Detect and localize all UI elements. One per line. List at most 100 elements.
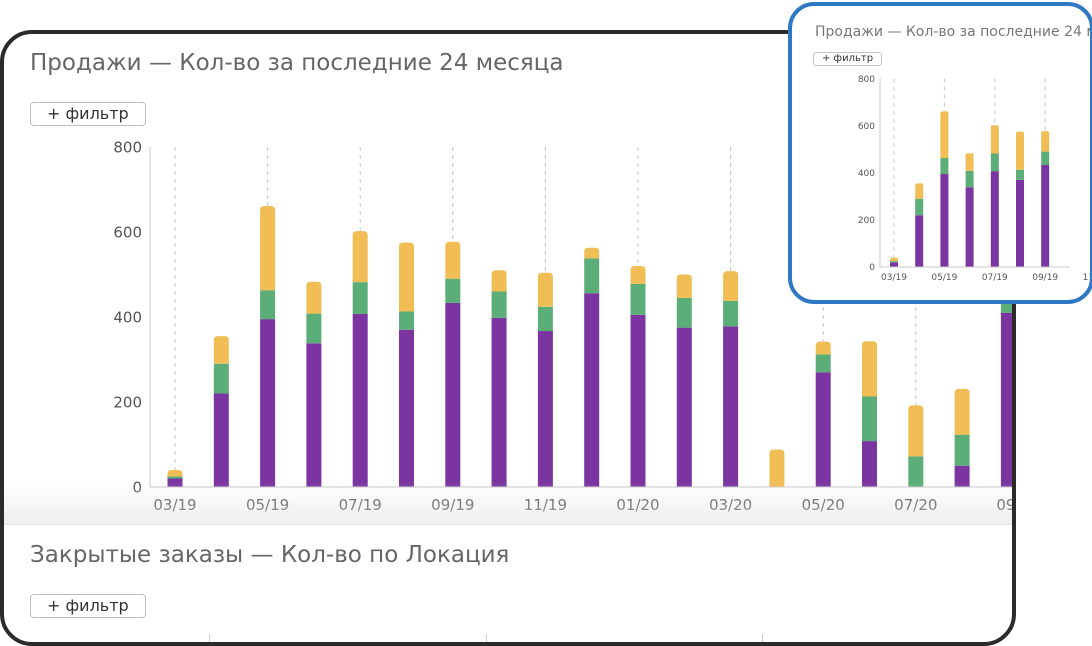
bar-segment-series-a [491,317,507,487]
inset-preview-card: Продажи — Кол-во за последние 24 ме + фи… [788,2,1092,304]
y-tick-label: 400 [113,308,142,326]
sales-filter-button[interactable]: + фильтр [30,102,146,126]
x-tick-label: 11/19 [1083,273,1090,283]
bar-segment-series-b [306,313,322,344]
inset-title: Продажи — Кол-во за последние 24 ме [815,24,1092,40]
x-tick-label: 09/19 [1032,273,1058,283]
x-tick-label: 07/19 [339,496,382,514]
bar-segment-series-a [915,215,924,267]
inset-bar-chart: 020040060080003/1905/1907/1909/1911/1901… [858,75,1090,283]
sales-panel-title: Продажи — Кол-во за последние 24 месяца [30,50,564,76]
y-tick-label: 800 [858,75,875,85]
bar-segment-series-b [537,306,553,332]
bar-segment-series-c [954,388,970,435]
bar-segment-series-c [584,247,600,259]
bar-segment-series-b [167,476,183,479]
bar-segment-series-c [990,125,999,154]
bar-segment-series-b [965,170,974,188]
bar-segment-series-a [940,173,949,267]
bar-segment-series-b [890,261,898,263]
bar-segment-series-a [352,314,368,487]
bar-segment-series-a [630,314,646,487]
bar-segment-series-b [915,198,924,216]
bar-segment-series-b [584,258,600,294]
orders-filter-button[interactable]: + фильтр [30,594,146,618]
bar-segment-series-c [769,449,785,487]
bar-segment-series-b [213,363,229,394]
y-tick-label: 0 [132,478,142,496]
bar-segment-series-b [990,153,999,172]
bar-segment-series-a [815,372,831,487]
bar-segment-series-b [630,283,646,315]
bar-segment-series-a [990,171,999,267]
bar-segment-series-c [352,231,368,283]
orders-chart-tick [209,634,210,642]
x-tick-label: 03/19 [153,496,196,514]
x-tick-label: 09/ [996,496,1012,514]
bar-segment-series-a [1000,312,1012,487]
bar-segment-series-b [491,291,507,318]
bar-segment-series-b [940,157,949,174]
bar-segment-series-c [167,470,183,477]
bar-segment-series-b [954,434,970,466]
bar-segment-series-c [213,336,229,364]
bar-segment-series-c [1041,131,1050,152]
inset-filter-button[interactable]: + фильтр [813,52,883,66]
bar-segment-series-c [491,270,507,292]
bar-segment-series-b [676,297,692,328]
bar-segment-series-b [1041,151,1050,166]
bar-segment-series-b [445,278,461,303]
bar-segment-series-c [723,271,739,301]
y-tick-label: 0 [869,263,875,273]
y-tick-label: 200 [858,216,875,226]
x-tick-label: 11/19 [524,496,567,514]
y-tick-label: 600 [113,223,142,241]
x-tick-label: 05/19 [931,273,957,283]
bar-segment-series-a [260,319,276,487]
y-tick-label: 200 [113,393,142,411]
bar-segment-series-c [676,274,692,298]
bar-segment-series-c [862,341,877,397]
y-tick-label: 400 [858,169,875,179]
bar-segment-series-c [537,272,553,307]
bar-segment-series-a [890,262,898,267]
bar-segment-series-a [537,331,553,487]
x-tick-label: 07/20 [894,496,937,514]
bar-segment-series-b [352,282,368,315]
bar-segment-series-c [908,405,924,457]
bar-segment-series-a [399,329,414,487]
bar-segment-series-c [399,242,414,312]
bar-segment-series-a [1041,165,1050,267]
x-tick-label: 09/19 [431,496,474,514]
bar-segment-series-a [723,326,739,487]
orders-panel-title: Закрытые заказы — Кол-во по Локация [30,542,510,568]
bar-segment-series-b [1016,169,1024,180]
x-tick-label: 03/19 [881,273,907,283]
bar-segment-series-b [862,396,877,442]
bar-segment-series-c [965,153,974,171]
bar-segment-series-c [940,111,949,158]
orders-chart-tick [486,634,487,642]
bar-segment-series-c [915,183,924,199]
x-tick-label: 01/20 [616,496,659,514]
x-tick-label: 07/19 [982,273,1008,283]
x-tick-label: 05/20 [802,496,845,514]
bar-segment-series-b [815,354,831,373]
y-tick-label: 600 [858,122,875,132]
bar-segment-series-c [630,266,646,284]
bar-segment-series-b [260,290,276,320]
bar-segment-series-a [306,343,322,487]
bar-segment-series-c [815,341,831,355]
orders-chart-tick [762,634,763,642]
bar-segment-series-a [965,187,974,267]
bar-segment-series-a [862,441,877,487]
bar-segment-series-a [445,302,461,487]
bar-segment-series-a [213,393,229,487]
panel-divider [4,524,1012,525]
bar-segment-series-c [306,281,322,314]
bar-segment-series-a [1016,179,1024,267]
bar-segment-series-b [399,311,414,330]
bar-segment-series-c [890,257,898,262]
bar-segment-series-a [954,465,970,487]
bar-segment-series-c [1016,131,1024,170]
